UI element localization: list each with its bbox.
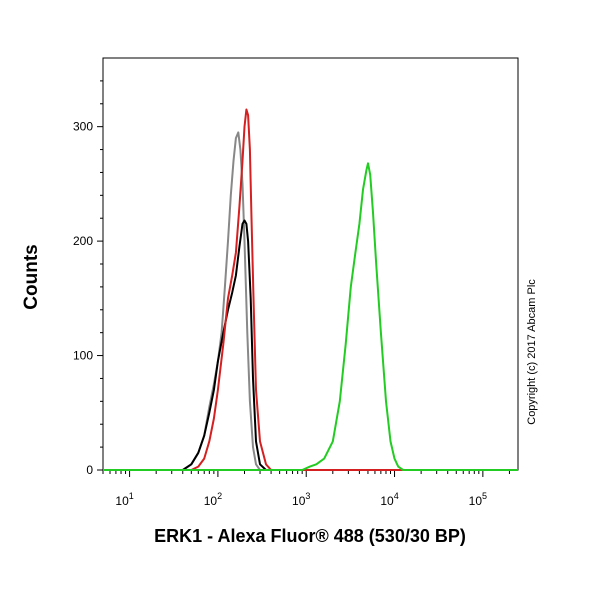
plot-frame xyxy=(102,57,519,471)
series-layer xyxy=(103,108,518,471)
x-tick-label: 103 xyxy=(292,491,310,508)
x-tick-label: 101 xyxy=(115,491,133,508)
histogram-series-3 xyxy=(103,108,518,471)
x-tick-label: 104 xyxy=(380,491,398,508)
y-tick-label: 300 xyxy=(73,120,93,134)
copyright-note: Copyright (c) 2017 Abcam Plc xyxy=(526,279,538,425)
y-tick-label: 100 xyxy=(73,349,93,363)
x-axis-title: ERK1 - Alexa Fluor® 488 (530/30 BP) xyxy=(154,526,466,546)
histogram-series-1 xyxy=(103,131,518,471)
x-axis: 101 102 103 104 105 xyxy=(102,470,510,508)
plot-border xyxy=(102,57,519,471)
x-tick-label: 102 xyxy=(204,491,222,508)
y-tick-label: 200 xyxy=(73,234,93,248)
y-axis-title: Counts xyxy=(21,244,42,309)
x-tick-label: 105 xyxy=(469,491,487,508)
y-tick-label: 0 xyxy=(86,463,93,477)
histogram-series-4 xyxy=(103,162,518,471)
histogram-series-2 xyxy=(103,219,518,471)
y-axis: 0 100 200 300 xyxy=(73,80,103,477)
